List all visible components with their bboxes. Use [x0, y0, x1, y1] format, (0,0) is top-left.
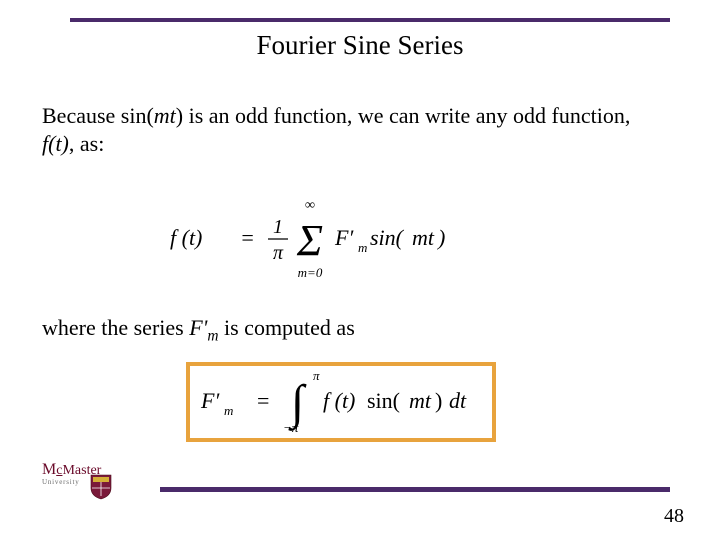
para2-m: m — [207, 327, 218, 344]
para2-F: F' — [189, 315, 207, 340]
f2-sin: sin( — [367, 388, 400, 413]
para1-ft: f(t) — [42, 131, 69, 156]
f1-sum-top: ∞ — [305, 198, 315, 213]
para1-mt: mt — [154, 103, 176, 128]
slide-title: Fourier Sine Series — [0, 30, 720, 61]
f2-arg: mt — [409, 388, 432, 413]
f1-eq: = — [240, 225, 255, 250]
f2-int-bot: −π — [283, 420, 299, 435]
logo-m: M — [42, 461, 56, 478]
f1-sin: sin( — [370, 225, 405, 250]
f2-lhs: F′ — [200, 388, 220, 413]
para1-text: Because sin( — [42, 103, 154, 128]
f1-lhs: f (t) — [170, 225, 202, 250]
para2-post: is computed as — [219, 315, 355, 340]
para2-pre: where the series — [42, 315, 189, 340]
paragraph-2: where the series F'm is computed as — [42, 315, 660, 345]
f1-arg: mt — [412, 225, 435, 250]
top-rule — [70, 18, 670, 22]
formula-2-box: F′ m = ∫ π −π f (t) sin( mt ) dt — [186, 362, 496, 442]
para1-post: , as: — [69, 131, 104, 156]
para1-mid: ) is an odd function, we can write any o… — [176, 103, 631, 128]
f1-sum-bot: m=0 — [298, 265, 323, 280]
sigma-icon: Σ — [296, 216, 323, 265]
f1-coef-sub: m — [358, 240, 367, 255]
formula-1: f (t) = 1 π Σ ∞ m=0 F′ m sin( mt ) — [170, 195, 490, 290]
f2-ft: f (t) — [323, 388, 355, 413]
f2-dt: dt — [449, 388, 467, 413]
f2-lhs-sub: m — [224, 403, 233, 418]
shield-icon — [90, 474, 112, 500]
paragraph-1: Because sin(mt) is an odd function, we c… — [42, 102, 660, 157]
f1-close: ) — [436, 225, 445, 250]
bottom-rule — [160, 487, 670, 492]
f1-frac-num: 1 — [273, 216, 283, 238]
f2-int-top: π — [313, 368, 320, 383]
f1-frac-pi: π — [273, 242, 284, 264]
f2-eq: = — [257, 388, 269, 413]
f2-close: ) — [435, 388, 442, 413]
page-number: 48 — [664, 505, 684, 528]
f1-coef: F′ — [334, 225, 354, 250]
mcmaster-logo: McMcMasterMaster University — [42, 462, 142, 506]
